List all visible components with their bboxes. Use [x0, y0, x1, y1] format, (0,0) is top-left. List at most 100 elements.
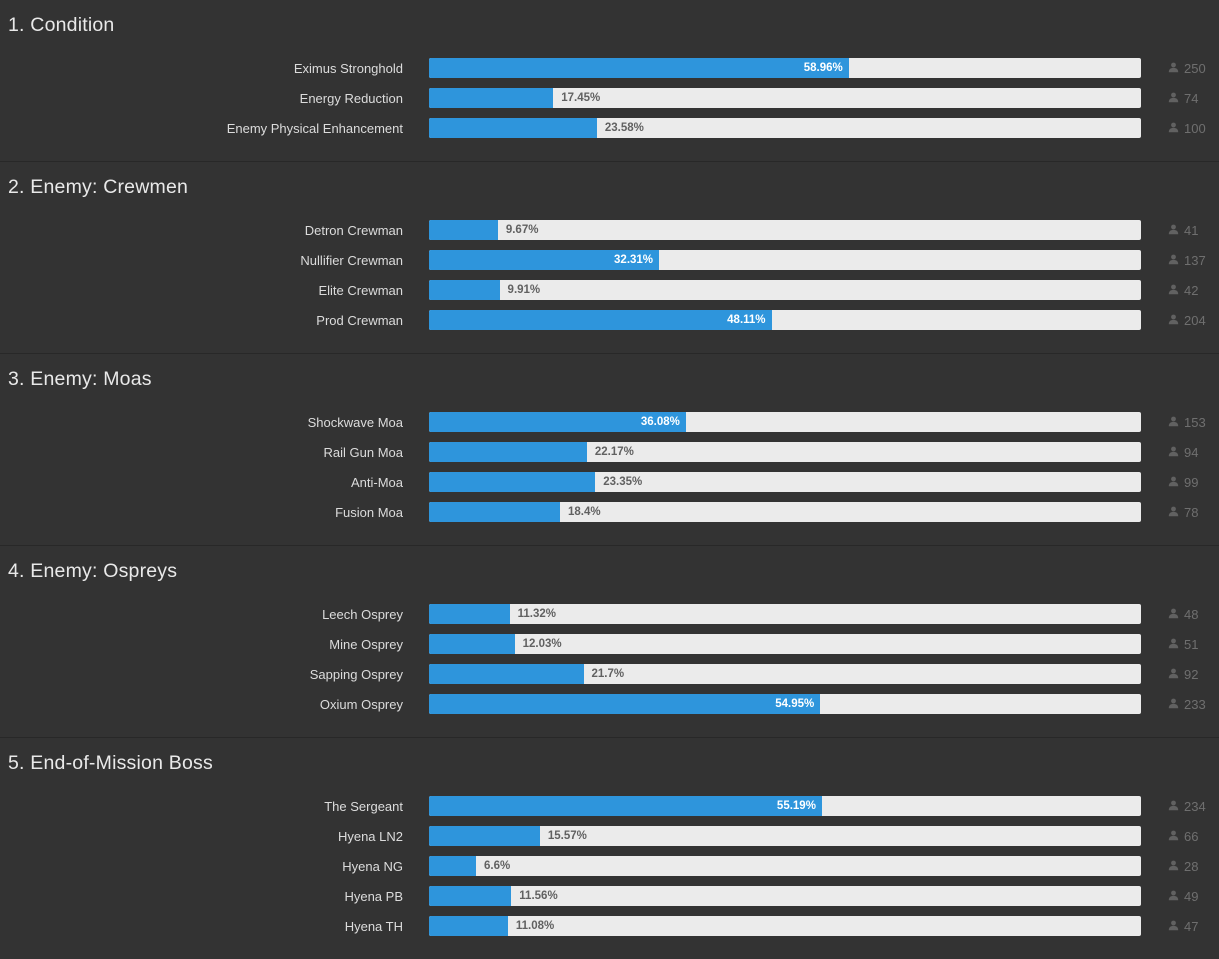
- option-label: Nullifier Crewman: [300, 252, 403, 268]
- percent-label: 54.95%: [775, 698, 815, 710]
- result-row: Prod Crewman 48.11% 204: [8, 305, 1211, 335]
- voter-count: 28: [1168, 859, 1198, 874]
- option-label: Prod Crewman: [316, 312, 403, 328]
- progress-track: 36.08%: [429, 412, 1141, 432]
- percent-label: 21.7%: [591, 668, 625, 680]
- voter-count: 49: [1168, 889, 1198, 904]
- person-icon: [1168, 697, 1179, 712]
- option-label: Rail Gun Moa: [323, 444, 403, 460]
- progress-track: 58.96%: [429, 58, 1141, 78]
- progress-fill: [429, 604, 510, 624]
- voter-count-value: 233: [1184, 696, 1206, 712]
- voter-count: 47: [1168, 919, 1198, 934]
- option-label: Hyena PB: [344, 888, 403, 904]
- result-row: Hyena NG 6.6% 28: [8, 851, 1211, 881]
- option-label: Shockwave Moa: [307, 414, 403, 430]
- person-icon: [1168, 475, 1179, 490]
- progress-track: 23.58%: [429, 118, 1141, 138]
- voter-count-value: 234: [1184, 798, 1206, 814]
- progress-track: 11.32%: [429, 604, 1141, 624]
- progress-fill: 55.19%: [429, 796, 822, 816]
- result-row: Nullifier Crewman 32.31% 137: [8, 245, 1211, 275]
- poll-section: 3. Enemy: Moas Shockwave Moa 36.08% 153 Rail…: [0, 354, 1219, 546]
- person-icon: [1168, 445, 1179, 460]
- person-icon: [1168, 889, 1179, 904]
- result-row: Energy Reduction 17.45% 74: [8, 83, 1211, 113]
- result-row: Mine Osprey 12.03% 51: [8, 629, 1211, 659]
- result-row: Sapping Osprey 21.7% 92: [8, 659, 1211, 689]
- voter-count-value: 137: [1184, 252, 1206, 268]
- progress-track: 23.35%: [429, 472, 1141, 492]
- person-icon: [1168, 799, 1179, 814]
- voter-count-value: 78: [1184, 504, 1199, 520]
- voter-count-value: 51: [1184, 636, 1199, 652]
- progress-track: 12.03%: [429, 634, 1141, 654]
- progress-fill: [429, 442, 587, 462]
- voter-count: 66: [1168, 829, 1198, 844]
- progress-track: 22.17%: [429, 442, 1141, 462]
- voter-count: 74: [1168, 91, 1198, 106]
- voter-count: 100: [1168, 121, 1206, 136]
- option-label: Elite Crewman: [318, 282, 403, 298]
- percent-label: 23.35%: [603, 476, 643, 488]
- person-icon: [1168, 859, 1179, 874]
- poll-section: 4. Enemy: Ospreys Leech Osprey 11.32% 48 Min…: [0, 546, 1219, 738]
- voter-count: 137: [1168, 253, 1206, 268]
- voter-count: 153: [1168, 415, 1206, 430]
- voter-count: 42: [1168, 283, 1198, 298]
- progress-fill: [429, 856, 476, 876]
- voter-count-value: 28: [1184, 858, 1199, 874]
- progress-track: 55.19%: [429, 796, 1141, 816]
- progress-track: 54.95%: [429, 694, 1141, 714]
- person-icon: [1168, 505, 1179, 520]
- result-row: Anti-Moa 23.35% 99: [8, 467, 1211, 497]
- result-row: Leech Osprey 11.32% 48: [8, 599, 1211, 629]
- result-row: Oxium Osprey 54.95% 233: [8, 689, 1211, 719]
- option-label: Anti-Moa: [350, 474, 403, 490]
- progress-track: 11.08%: [429, 916, 1141, 936]
- percent-label: 48.11%: [727, 314, 766, 326]
- progress-fill: 58.96%: [429, 58, 849, 78]
- voter-count: 92: [1168, 667, 1198, 682]
- person-icon: [1168, 61, 1179, 76]
- progress-fill: [429, 664, 584, 684]
- percent-label: 6.6%: [483, 860, 511, 872]
- result-row: Rail Gun Moa 22.17% 94: [8, 437, 1211, 467]
- voter-count-value: 74: [1184, 90, 1199, 106]
- voter-count-value: 42: [1184, 282, 1199, 298]
- progress-fill: [429, 220, 498, 240]
- section-title: 4. Enemy: Ospreys: [8, 560, 178, 582]
- progress-track: 21.7%: [429, 664, 1141, 684]
- result-row: Shockwave Moa 36.08% 153: [8, 407, 1211, 437]
- percent-label: 11.56%: [519, 890, 558, 902]
- voter-count-value: 153: [1184, 414, 1206, 430]
- voter-count-value: 47: [1184, 918, 1199, 934]
- option-label: Eximus Stronghold: [293, 60, 403, 76]
- voter-count-value: 99: [1184, 474, 1199, 490]
- voter-count-value: 204: [1184, 312, 1206, 328]
- percent-label: 32.31%: [614, 254, 654, 266]
- result-row: Hyena TH 11.08% 47: [8, 911, 1211, 941]
- percent-label: 22.17%: [594, 446, 634, 458]
- result-row: Hyena PB 11.56% 49: [8, 881, 1211, 911]
- voter-count-value: 48: [1184, 606, 1199, 622]
- progress-fill: [429, 280, 500, 300]
- section-title: 3. Enemy: Moas: [8, 368, 152, 390]
- progress-fill: [429, 916, 508, 936]
- progress-fill: [429, 826, 540, 846]
- progress-track: 15.57%: [429, 826, 1141, 846]
- person-icon: [1168, 283, 1179, 298]
- percent-label: 11.08%: [515, 920, 555, 932]
- progress-fill: 32.31%: [429, 250, 660, 270]
- percent-label: 12.03%: [522, 638, 562, 650]
- result-row: Detron Crewman 9.67% 41: [8, 215, 1211, 245]
- option-label: Fusion Moa: [335, 504, 403, 520]
- percent-label: 55.19%: [776, 800, 816, 812]
- option-label: Oxium Osprey: [319, 696, 403, 712]
- progress-fill: 54.95%: [429, 694, 821, 714]
- result-row: Elite Crewman 9.91% 42: [8, 275, 1211, 305]
- person-icon: [1168, 223, 1179, 238]
- progress-fill: [429, 502, 560, 522]
- voter-count-value: 100: [1184, 120, 1206, 136]
- result-row: The Sergeant 55.19% 234: [8, 791, 1211, 821]
